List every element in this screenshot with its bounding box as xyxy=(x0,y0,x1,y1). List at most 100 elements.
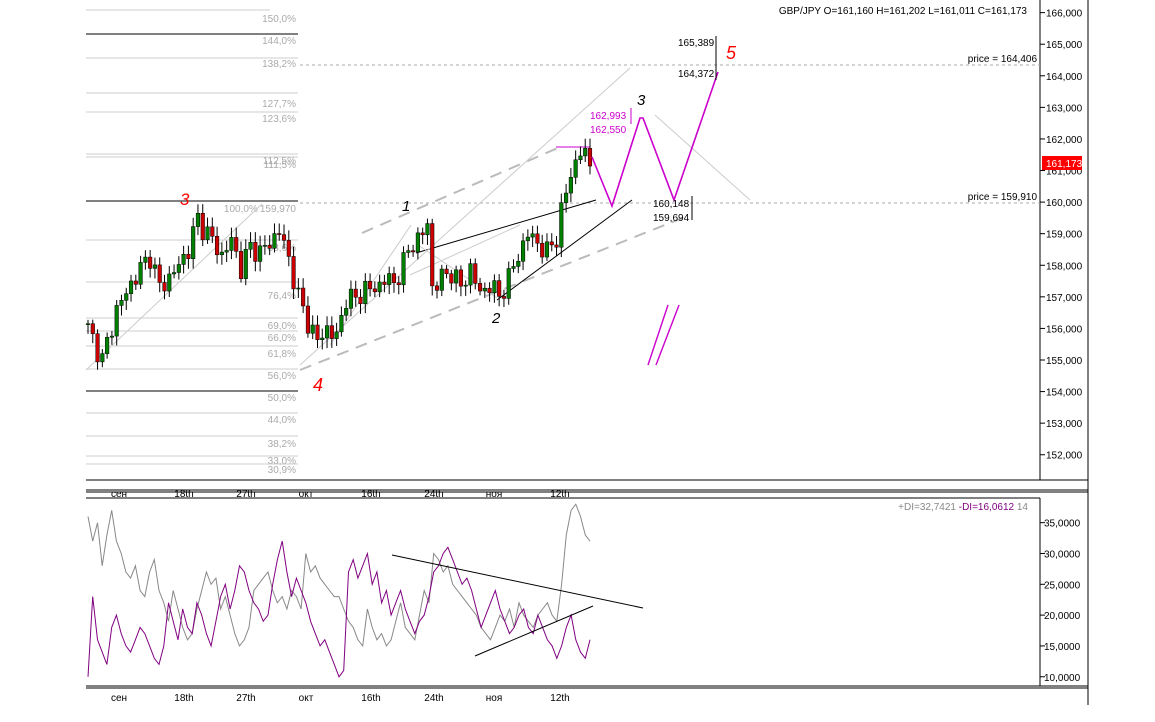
candle-body xyxy=(186,254,191,259)
candle-body xyxy=(210,226,215,237)
candle-body xyxy=(272,233,277,249)
indicator-tick-label: 25,0000 xyxy=(1044,580,1081,591)
candle-body xyxy=(109,335,114,338)
time-label: окт xyxy=(299,693,314,704)
candle-body xyxy=(353,288,358,298)
candle-body xyxy=(487,287,492,294)
price-axis: 152,000 153,000 154,000 155,000 156,000 157,0… xyxy=(1040,9,1083,462)
candle-body xyxy=(286,240,291,257)
time-label: окт xyxy=(299,489,314,500)
candle-body xyxy=(372,288,377,293)
candle-body xyxy=(224,250,229,253)
ohlc-values: O=161,160 H=161,202 L=161,011 C=161,173 xyxy=(824,6,1028,17)
candle-body xyxy=(258,245,263,262)
candle-body xyxy=(262,245,267,247)
price-tick-label: 154,000 xyxy=(1046,388,1083,399)
indicator-title: +DI=32,7421 -DI=16,0612 14 xyxy=(898,502,1028,513)
candle-body xyxy=(444,268,449,274)
candle-body xyxy=(363,280,368,305)
candle-body xyxy=(473,263,478,284)
indicator-trend-lower xyxy=(474,605,594,657)
candle-body xyxy=(344,308,349,316)
candle-body xyxy=(320,337,325,340)
price-tick-label: 160,000 xyxy=(1046,198,1083,209)
candle-body xyxy=(544,241,550,258)
price-tick-label: 161,000 xyxy=(1046,167,1083,178)
price-tick-label: 153,000 xyxy=(1046,419,1083,430)
price-tick-label: 162,000 xyxy=(1046,135,1083,146)
wedge-upper-line xyxy=(415,199,597,254)
candle-body xyxy=(238,251,244,279)
candle-body xyxy=(205,226,210,241)
candle-body xyxy=(329,325,334,339)
candle-body xyxy=(530,233,535,238)
time-axis: сен 18th 27th окт 16th 24th ноя 12th xyxy=(111,489,570,500)
wave-label-red-3: 3 xyxy=(180,190,190,209)
candle-body xyxy=(128,280,134,294)
candle-body xyxy=(324,325,330,339)
fib-label: 38,2% xyxy=(268,439,296,450)
candle-body xyxy=(454,269,459,284)
candle-body xyxy=(105,337,110,354)
candle-body xyxy=(497,280,502,297)
candle-body xyxy=(420,232,425,236)
candle-body xyxy=(415,232,420,253)
candle-body xyxy=(200,213,205,241)
candle-body xyxy=(391,273,397,283)
indicator-tick-label: 10,0000 xyxy=(1044,673,1081,684)
wave-label-black-1: 1 xyxy=(402,198,410,215)
price-tick-label: 157,000 xyxy=(1046,293,1083,304)
indicator-tick-label: 35,0000 xyxy=(1044,519,1081,530)
candle-body xyxy=(234,237,239,252)
candle-body xyxy=(387,273,392,285)
time-label: 16th xyxy=(361,693,380,704)
fib-label: 30,9% xyxy=(268,465,296,476)
candle-body xyxy=(382,281,387,285)
time-label: 18th xyxy=(174,489,193,500)
wave-label-black-2: 2 xyxy=(491,310,501,327)
symbol-label: GBP/JPY xyxy=(779,6,822,17)
candle-body xyxy=(243,249,248,279)
candle-body xyxy=(540,242,545,258)
time-label: сен xyxy=(111,693,127,704)
candle-body xyxy=(525,236,530,242)
fib-label: 111,5% xyxy=(264,160,297,171)
fib-label: 150,0% xyxy=(262,14,296,25)
last-price-label: 161,173 xyxy=(1046,159,1083,170)
fib-label: 56,0% xyxy=(268,371,296,382)
candle-body xyxy=(148,256,153,269)
candle-body xyxy=(434,285,440,291)
candle-body xyxy=(277,233,282,235)
candle-body xyxy=(267,245,272,249)
time-label: 12th xyxy=(550,693,569,704)
wave-projection-path xyxy=(591,71,719,209)
candle-body xyxy=(482,287,487,292)
candle-body xyxy=(334,331,339,339)
indicator-tick-label: 30,0000 xyxy=(1044,549,1081,560)
fib-label: 50,0% xyxy=(268,393,296,404)
indicator-trend-upper xyxy=(391,554,644,609)
candle-body xyxy=(358,296,363,305)
annotation-price: 162,550 xyxy=(590,125,627,136)
annotation-price: 165,389 xyxy=(678,38,715,49)
candle-body xyxy=(152,264,157,269)
candle-body xyxy=(291,256,296,290)
candle-body xyxy=(167,273,172,292)
candle-body xyxy=(401,252,406,286)
candle-body xyxy=(516,261,521,267)
price-tick-label: 152,000 xyxy=(1046,451,1083,462)
fib-label: 138,2% xyxy=(262,59,296,70)
price-tick-label: 159,000 xyxy=(1046,230,1083,241)
candle-body xyxy=(162,282,167,292)
fan-line xyxy=(299,67,631,366)
fib-label: 144,0% xyxy=(262,36,296,47)
fib-label: 100,0% 159,970 xyxy=(224,204,297,215)
candle-body xyxy=(458,269,463,287)
indicator-axis: 10,0000 15,0000 20,0000 25,0000 30,0000 35,00… xyxy=(1040,519,1081,684)
candle-body xyxy=(583,148,588,157)
candle-body xyxy=(119,300,124,306)
series-line-+DI xyxy=(87,503,591,648)
candle-body xyxy=(463,284,468,287)
fib-label: 66,0% xyxy=(268,333,296,344)
